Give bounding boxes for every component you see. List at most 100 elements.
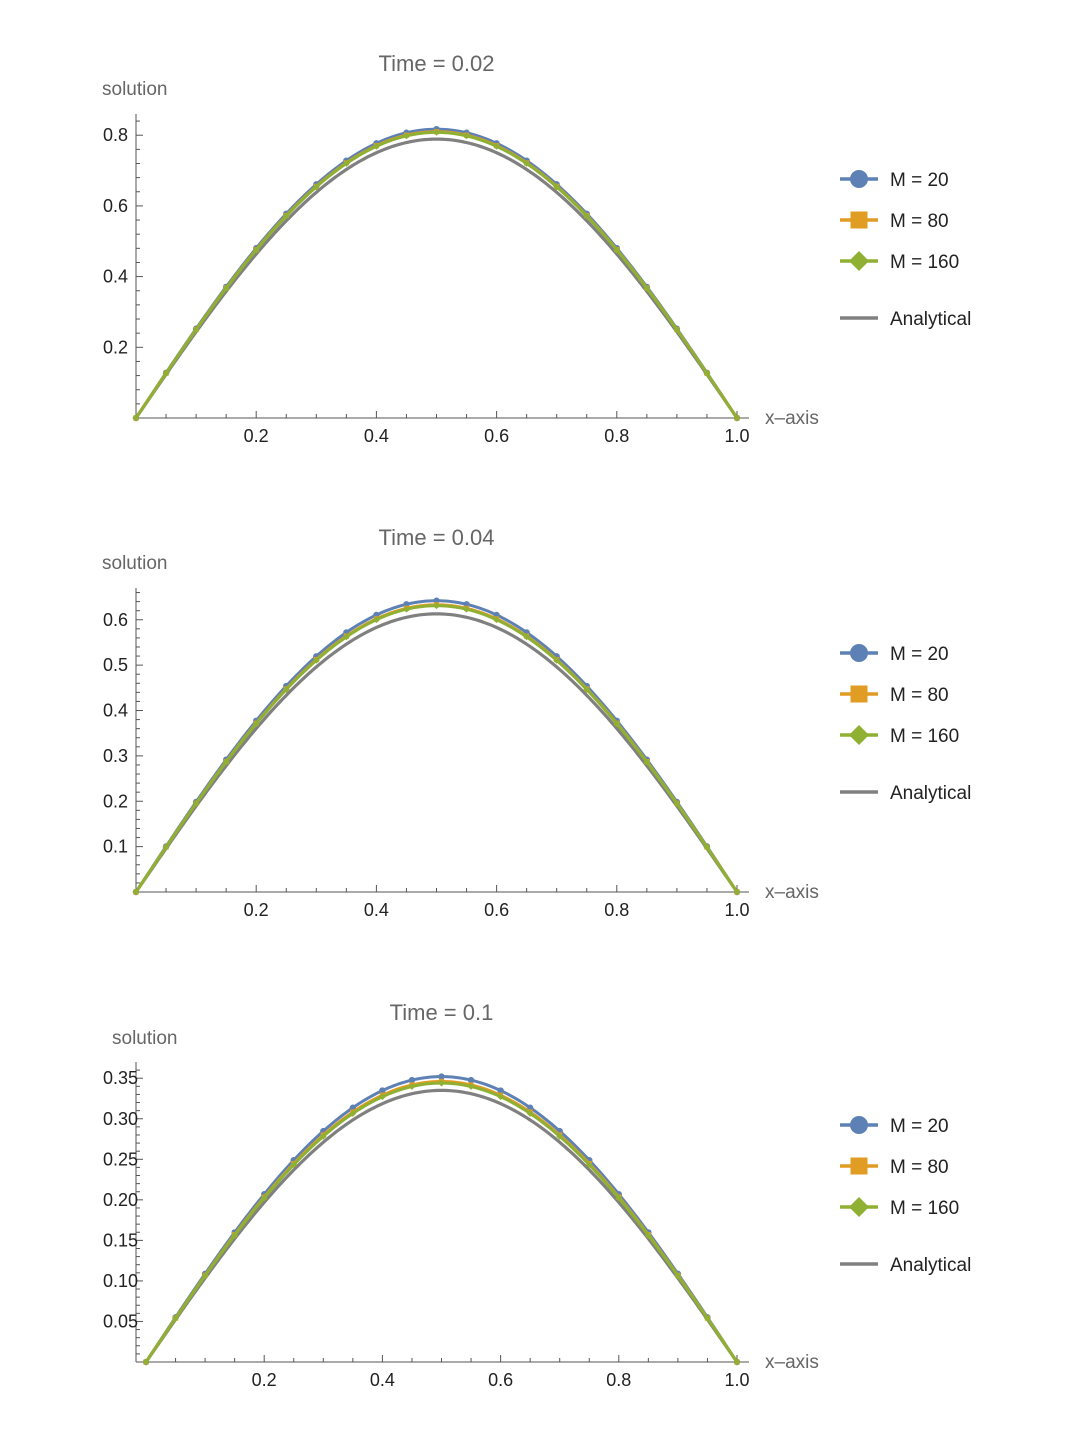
data-point [733, 888, 741, 896]
y-tick-label: 0.35 [103, 1068, 138, 1088]
data-point [556, 1132, 564, 1140]
legend-label: M = 20 [890, 644, 949, 665]
data-point [403, 132, 410, 140]
data-point [643, 758, 651, 766]
data-point [585, 1161, 593, 1169]
data-point [733, 414, 741, 422]
data-point [222, 284, 230, 292]
series-line-analytical [134, 137, 739, 419]
data-point [467, 1083, 475, 1090]
data-point [493, 142, 500, 150]
y-axis-label: solution [102, 553, 168, 574]
x-tick-label: 1.0 [724, 426, 749, 446]
y-tick-label: 0.4 [103, 701, 128, 721]
data-point [282, 212, 290, 220]
data-point [252, 720, 260, 728]
data-point [379, 1087, 386, 1094]
data-point [408, 1076, 416, 1084]
y-axis-label: solution [102, 79, 168, 100]
data-point [192, 800, 200, 807]
data-point [342, 160, 350, 167]
legend-marker-diamond [849, 251, 869, 271]
chart-title: Time = 0.1 [390, 1000, 494, 1025]
chart-title: Time = 0.04 [379, 525, 495, 550]
legend-marker-square [850, 1157, 868, 1175]
data-point [373, 142, 380, 150]
data-point [349, 1110, 357, 1117]
legend-label: Analytical [890, 1255, 971, 1276]
data-point [132, 414, 140, 422]
series-line-analytical [134, 612, 739, 893]
y-tick-label: 0.6 [103, 610, 128, 630]
data-point [438, 1079, 445, 1087]
data-point [252, 246, 260, 254]
data-point [583, 686, 591, 693]
series-line-m20 [144, 1075, 739, 1363]
data-point [673, 800, 681, 807]
data-point [703, 369, 711, 377]
y-tick-label: 0.25 [103, 1149, 138, 1169]
legend-label: M = 160 [890, 252, 959, 273]
data-point [438, 1073, 445, 1080]
data-point [493, 616, 500, 624]
data-point [319, 1132, 327, 1140]
x-tick-label: 0.8 [604, 426, 629, 446]
data-point [222, 758, 230, 766]
data-point [162, 843, 170, 851]
y-tick-label: 0.05 [103, 1311, 138, 1331]
chart-panel-2: Time = 0.04 solution x–axis 0.2 0.4 0.6 0.8 1.0… [102, 525, 971, 920]
data-point [733, 1358, 741, 1366]
data-point [583, 212, 591, 220]
series-line-m160 [144, 1081, 739, 1363]
y-tick-label: 0.2 [103, 337, 128, 357]
series-line-m80 [134, 130, 739, 419]
chart-panel-1: Time = 0.02 solution x–axis 0.2 0.4 0.6 0.8 1.0… [102, 51, 971, 446]
x-tick-label: 0.2 [252, 1370, 277, 1390]
y-tick-label: 0.2 [103, 791, 128, 811]
legend-marker-diamond [849, 1197, 869, 1217]
x-tick-label: 0.6 [488, 1370, 513, 1390]
data-point [673, 326, 681, 334]
series-line-m20 [134, 127, 739, 419]
legend-label: M = 160 [890, 1198, 959, 1219]
series-line-m80 [144, 1079, 739, 1363]
data-point [553, 183, 561, 191]
legend-label: M = 160 [890, 726, 959, 747]
data-point [260, 1194, 268, 1202]
legend-marker-diamond [849, 725, 869, 745]
data-point [172, 1314, 179, 1322]
data-point [463, 605, 470, 613]
chart-panel-3: Time = 0.1 solution x–axis 0.2 0.4 0.6 0.8 1.0 0… [103, 1000, 971, 1390]
legend-label: Analytical [890, 783, 971, 804]
legend-label: Analytical [890, 309, 971, 330]
data-point [553, 656, 561, 664]
data-point [613, 720, 621, 728]
data-point [615, 1194, 623, 1202]
data-point [523, 633, 531, 641]
x-axis-label: x–axis [765, 408, 819, 429]
series-line-m20 [134, 599, 739, 893]
data-point [433, 602, 440, 610]
chart-title: Time = 0.02 [379, 51, 495, 76]
x-tick-label: 0.4 [364, 900, 389, 920]
data-point [433, 128, 440, 136]
data-point [403, 605, 410, 613]
legend-label: M = 20 [890, 170, 949, 191]
y-tick-label: 0.5 [103, 655, 128, 675]
x-tick-label: 1.0 [724, 1370, 749, 1390]
y-tick-label: 0.6 [103, 196, 128, 216]
y-tick-label: 0.3 [103, 746, 128, 766]
data-point [132, 888, 140, 896]
data-point [312, 183, 320, 191]
data-point [644, 1231, 652, 1239]
y-tick-label: 0.4 [103, 267, 128, 287]
x-tick-label: 0.4 [364, 426, 389, 446]
data-point [342, 633, 350, 641]
data-point [643, 284, 651, 292]
data-point [526, 1110, 534, 1117]
x-tick-label: 0.6 [484, 900, 509, 920]
data-point [231, 1231, 239, 1239]
data-point [497, 1093, 504, 1101]
legend-marker-square [850, 211, 868, 229]
